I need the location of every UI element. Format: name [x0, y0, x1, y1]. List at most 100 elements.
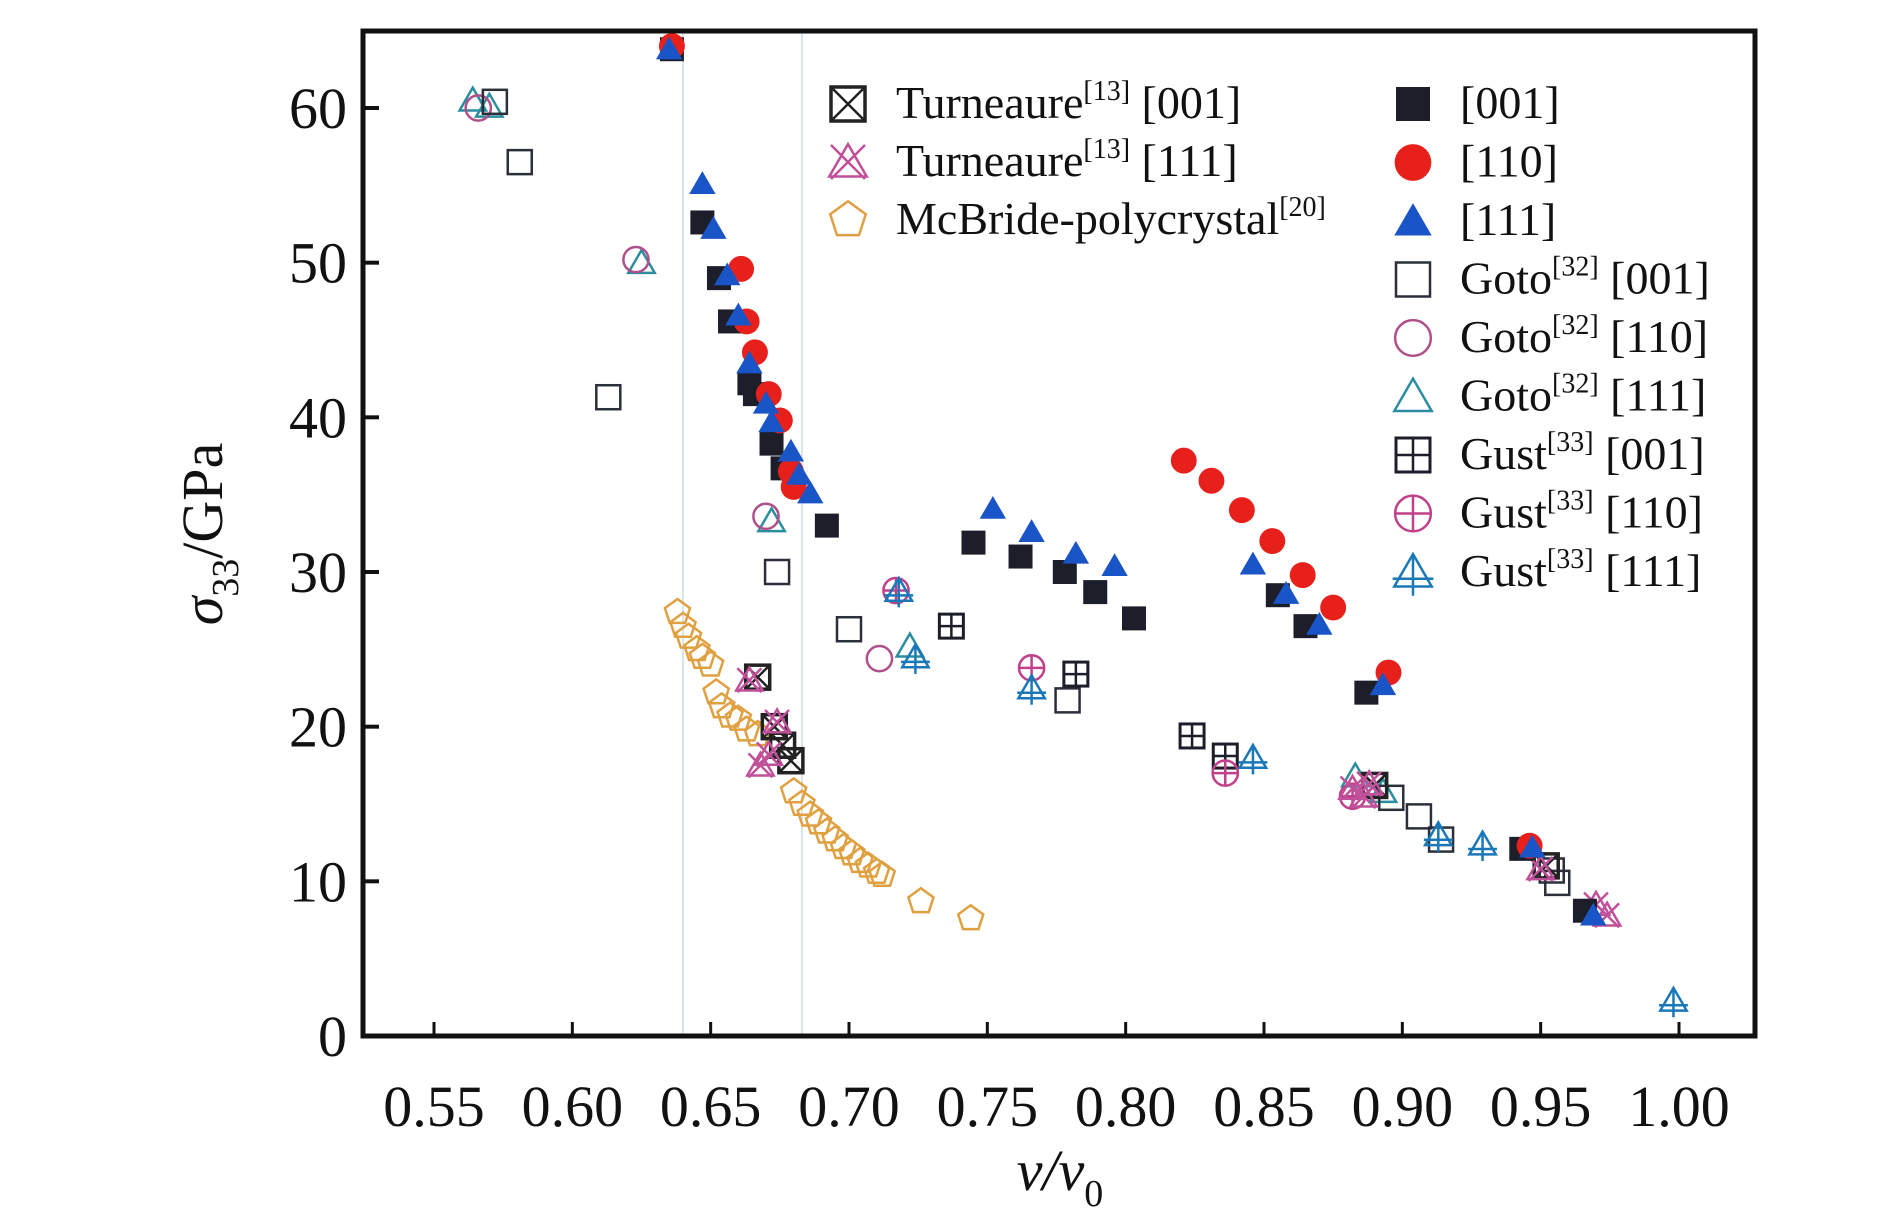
legend-marker — [1392, 551, 1434, 596]
y-axis-title-unit: /GPa — [170, 443, 235, 559]
series-2 — [663, 597, 985, 931]
legend-item: Turneaure[13] [111] — [827, 134, 1238, 186]
series-1 — [734, 665, 1623, 929]
data-point — [1239, 551, 1267, 575]
legend-label: Turneaure[13] [111] — [896, 134, 1238, 186]
legend-marker — [1396, 87, 1430, 121]
legend-label: McBride-polycrystal[20] — [896, 192, 1326, 244]
legend-marker — [1393, 318, 1433, 358]
data-point — [1306, 611, 1333, 635]
legend-marker — [1394, 203, 1432, 236]
legend-marker — [1392, 376, 1434, 413]
legend-label: [111] — [1460, 194, 1556, 245]
data-point — [688, 642, 717, 669]
y-axis-ticks: 0 10 20 30 40 50 60 — [289, 76, 379, 1069]
legend-item: Turneaure[13] [001] — [829, 76, 1241, 128]
data-point — [457, 85, 489, 112]
legend-item: McBride-polycrystal[20] — [828, 192, 1326, 244]
x-tick-label: 0.60 — [522, 1074, 624, 1139]
data-point — [1658, 985, 1689, 1018]
legend-marker — [1393, 494, 1433, 533]
legend-item: Gust[33] [001] — [1394, 427, 1705, 479]
data-point — [758, 409, 785, 433]
data-point — [1018, 519, 1045, 542]
legend-marker — [1394, 144, 1432, 181]
data-point — [725, 302, 752, 326]
legend-label: Goto[32] [001] — [1460, 252, 1710, 304]
data-point — [464, 94, 493, 122]
data-point — [1422, 819, 1454, 852]
data-point — [734, 665, 765, 694]
data-point — [1170, 447, 1197, 474]
legend-label: Gust[33] [001] — [1460, 427, 1705, 479]
legend-label: Gust[33] [111] — [1460, 544, 1701, 596]
data-point — [736, 350, 763, 374]
y-tick-label: 10 — [289, 849, 347, 914]
y-tick-label: 60 — [289, 76, 347, 141]
x-axis-title: v/v0 — [1017, 1138, 1104, 1215]
data-point — [752, 390, 780, 414]
data-point — [759, 431, 784, 456]
legend-item: Goto[32] [001] — [1394, 252, 1710, 304]
x-tick-label: 0.85 — [1213, 1074, 1315, 1139]
data-point — [786, 461, 813, 485]
data-point — [1580, 902, 1607, 926]
legend: Turneaure[13] [001] Turneaure[13] [111] Mc… — [827, 76, 1710, 596]
data-point — [961, 530, 986, 555]
data-point — [1062, 540, 1090, 564]
data-point — [1016, 672, 1047, 705]
data-point — [1054, 687, 1081, 714]
x-tick-label: 0.70 — [798, 1074, 900, 1139]
legend-item: Goto[32] [110] — [1393, 310, 1708, 362]
data-point — [1211, 759, 1240, 787]
data-point — [900, 641, 931, 674]
x-tick-label: 0.65 — [660, 1074, 762, 1139]
data-point — [668, 611, 698, 639]
legend-label: [110] — [1460, 136, 1558, 187]
legend-marker — [1394, 261, 1432, 298]
legend-label: Goto[32] [110] — [1460, 310, 1708, 362]
data-point — [707, 691, 736, 719]
data-point — [753, 739, 785, 768]
legend-marker — [1394, 436, 1432, 474]
plot-frame — [360, 28, 1758, 1039]
data-point — [812, 817, 841, 844]
series-5 — [655, 36, 1607, 926]
data-point — [797, 480, 824, 504]
x-tick-label: 0.95 — [1490, 1074, 1592, 1139]
data-point — [1101, 553, 1128, 577]
data-point — [696, 650, 725, 677]
data-point — [937, 612, 965, 640]
data-point — [763, 558, 791, 586]
y-tick-label: 20 — [289, 695, 347, 760]
legend-item: Gust[33] [110] — [1393, 486, 1703, 538]
data-point — [1369, 672, 1397, 696]
data-point — [1052, 560, 1077, 584]
legend-label: [001] — [1460, 77, 1560, 128]
y-tick-label: 30 — [289, 540, 347, 605]
data-point — [1405, 803, 1433, 830]
data-point — [1121, 606, 1146, 631]
data-point — [682, 634, 711, 662]
data-point — [837, 838, 866, 866]
data-point — [689, 171, 716, 194]
data-point — [796, 800, 825, 827]
data-point — [655, 36, 683, 60]
x-tick-label: 0.55 — [383, 1074, 485, 1139]
y-axis-title: σ33/GPa — [170, 443, 247, 626]
data-point — [787, 789, 816, 816]
data-point — [1237, 742, 1269, 775]
data-point — [506, 148, 534, 176]
data-point — [1519, 834, 1546, 858]
data-point — [835, 615, 863, 643]
data-point — [1353, 768, 1385, 797]
data-point — [777, 438, 805, 462]
legend-item: [111] — [1394, 194, 1556, 245]
y-tick-label: 0 — [318, 1004, 347, 1069]
data-point — [821, 824, 850, 852]
legend-item: [001] — [1396, 77, 1560, 128]
x-axis-ticks: 0.55 0.60 0.65 0.70 0.75 0.80 0.85 0.90 0.95 1.00 — [383, 1022, 1730, 1139]
legend-marker — [828, 199, 868, 237]
legend-item: Gust[33] [111] — [1392, 544, 1701, 596]
